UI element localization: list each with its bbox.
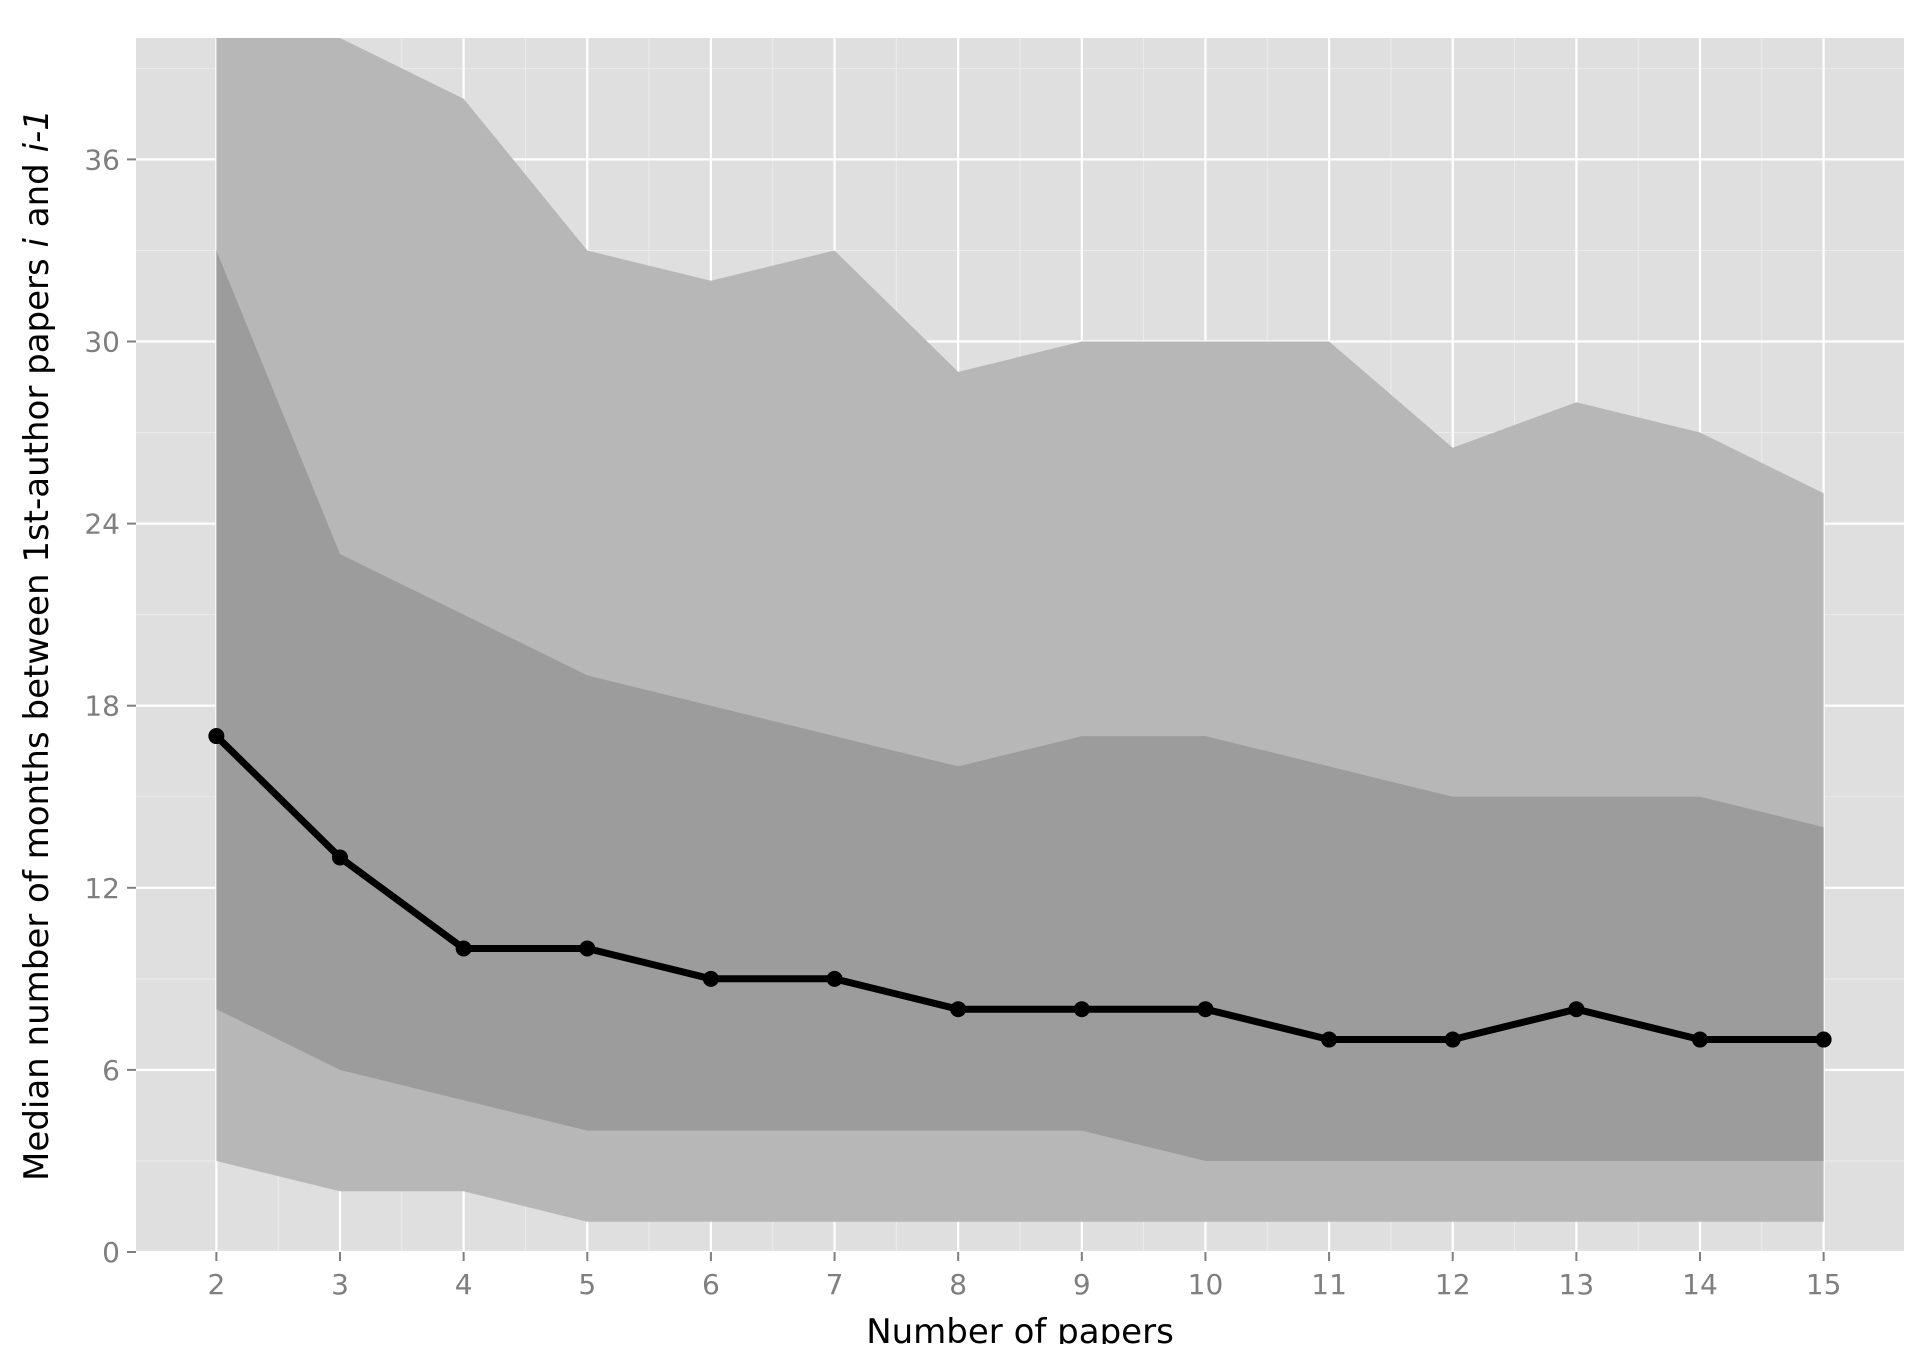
band-layer: [216, 38, 1824, 1222]
y-tick-label: 12: [84, 872, 120, 905]
median-point: [702, 970, 719, 987]
median-point: [208, 728, 225, 745]
median-point: [1815, 1031, 1832, 1048]
ribbon-band-2: [216, 250, 1824, 1161]
x-tick-label: 4: [455, 1268, 473, 1301]
x-tick-label: 14: [1682, 1268, 1718, 1301]
y-axis-title-part-1: Median number of months between 1st-auth…: [17, 247, 57, 1180]
y-tick-label: 0: [102, 1236, 120, 1269]
x-tick-label: 3: [331, 1268, 349, 1301]
y-tick-label: 24: [84, 508, 120, 541]
y-tick-label: 6: [102, 1054, 120, 1087]
x-tick-label: 2: [207, 1268, 225, 1301]
median-point: [1197, 1001, 1214, 1018]
median-point: [1692, 1031, 1708, 1048]
x-tick-label: 5: [578, 1268, 596, 1301]
median-point: [332, 849, 348, 866]
y-tick-label: 30: [84, 326, 120, 359]
x-tick-label: 15: [1806, 1268, 1842, 1301]
y-axis-title-part-2: i: [17, 237, 57, 247]
y-axis-title-part-3: and: [17, 152, 57, 238]
median-point: [455, 940, 472, 957]
line-layer: [208, 728, 1832, 1048]
median-line: [212, 732, 1828, 1043]
axis-layer: 0 6 12 18 24 30 36 2 3 4 5 6 7 8 9 10 11 12 13 14 15: [84, 143, 1841, 1301]
y-tick-label: 36: [84, 143, 120, 176]
x-tick-label: 9: [1073, 1268, 1091, 1301]
median-point: [1568, 1001, 1585, 1018]
y-tick-label: 18: [84, 690, 120, 723]
median-point: [950, 1001, 967, 1018]
median-point: [1073, 1001, 1090, 1018]
x-tick-label: 7: [826, 1268, 844, 1301]
median-point: [579, 940, 596, 957]
x-tick-label: 6: [702, 1268, 720, 1301]
x-tick-label: 12: [1435, 1268, 1471, 1301]
y-axis-title-part-4: i-1: [17, 109, 57, 152]
median-point: [1444, 1031, 1461, 1048]
x-tick-label: 10: [1188, 1268, 1224, 1301]
median-point: [1321, 1031, 1338, 1048]
x-tick-label: 8: [949, 1268, 967, 1301]
x-tick-label: 11: [1311, 1268, 1347, 1301]
x-axis-title: Number of papers: [866, 1312, 1174, 1344]
median-point: [826, 970, 843, 987]
y-axis-title: Median number of months between 1st-auth…: [17, 109, 57, 1181]
x-tick-label: 13: [1559, 1268, 1595, 1301]
